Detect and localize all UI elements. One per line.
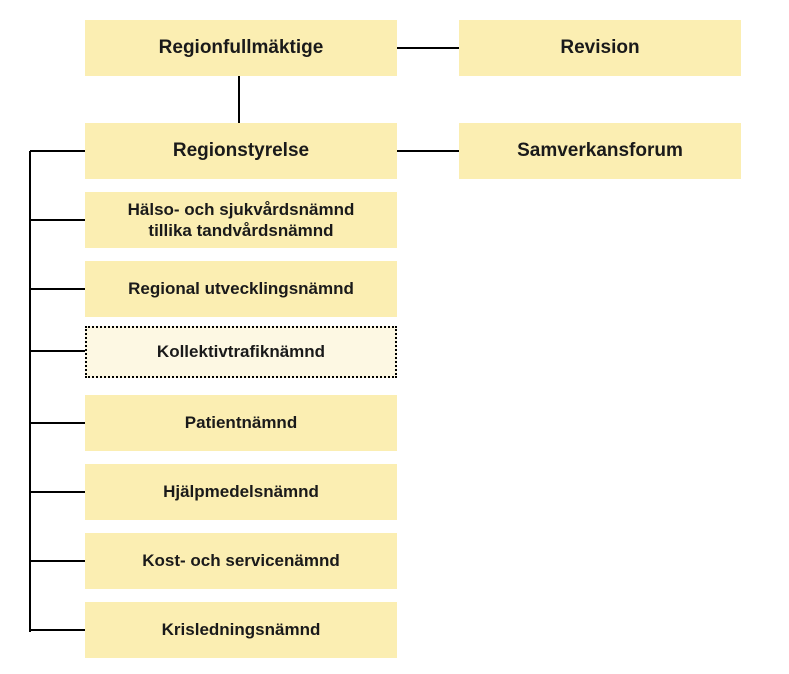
node-label: Krisledningsnämnd bbox=[162, 619, 321, 640]
node-patient: Patientnämnd bbox=[85, 395, 397, 451]
node-regionstyrelse: Regionstyrelse bbox=[85, 123, 397, 179]
node-label: Kost- och servicenämnd bbox=[142, 550, 339, 571]
bus-branch-1 bbox=[30, 219, 85, 221]
node-samverkansforum: Samverkansforum bbox=[459, 123, 741, 179]
bus-branch-3 bbox=[30, 350, 85, 352]
bus-branch-6 bbox=[30, 560, 85, 562]
edge-regionfullmaktige-regionstyrelse bbox=[238, 76, 240, 123]
node-label: Samverkansforum bbox=[517, 139, 683, 163]
node-hjalpmedel: Hjälpmedelsnämnd bbox=[85, 464, 397, 520]
bus-branch-4 bbox=[30, 422, 85, 424]
node-label: Hjälpmedelsnämnd bbox=[163, 481, 319, 502]
node-revision: Revision bbox=[459, 20, 741, 76]
edge-regionstyrelse-samverkansforum bbox=[397, 150, 459, 152]
edge-regionfullmaktige-revision bbox=[397, 47, 459, 49]
node-label: Kollektivtrafiknämnd bbox=[157, 341, 325, 362]
node-label: Regional utvecklingsnämnd bbox=[128, 278, 354, 299]
node-regionfullmaktige: Regionfullmäktige bbox=[85, 20, 397, 76]
bus-branch-0 bbox=[30, 150, 85, 152]
node-label: Regionstyrelse bbox=[173, 139, 309, 163]
node-krisledning: Krisledningsnämnd bbox=[85, 602, 397, 658]
node-label: Hälso- och sjukvårdsnämndtillika tandvår… bbox=[128, 199, 355, 242]
node-kost: Kost- och servicenämnd bbox=[85, 533, 397, 589]
bus-branch-7 bbox=[30, 629, 85, 631]
bus-branch-5 bbox=[30, 491, 85, 493]
bus-branch-2 bbox=[30, 288, 85, 290]
node-label: Revision bbox=[560, 36, 639, 60]
node-kollektiv: Kollektivtrafiknämnd bbox=[85, 326, 397, 378]
node-label: Patientnämnd bbox=[185, 412, 297, 433]
node-label: Regionfullmäktige bbox=[159, 36, 324, 60]
node-regional: Regional utvecklingsnämnd bbox=[85, 261, 397, 317]
node-halso: Hälso- och sjukvårdsnämndtillika tandvår… bbox=[85, 192, 397, 248]
